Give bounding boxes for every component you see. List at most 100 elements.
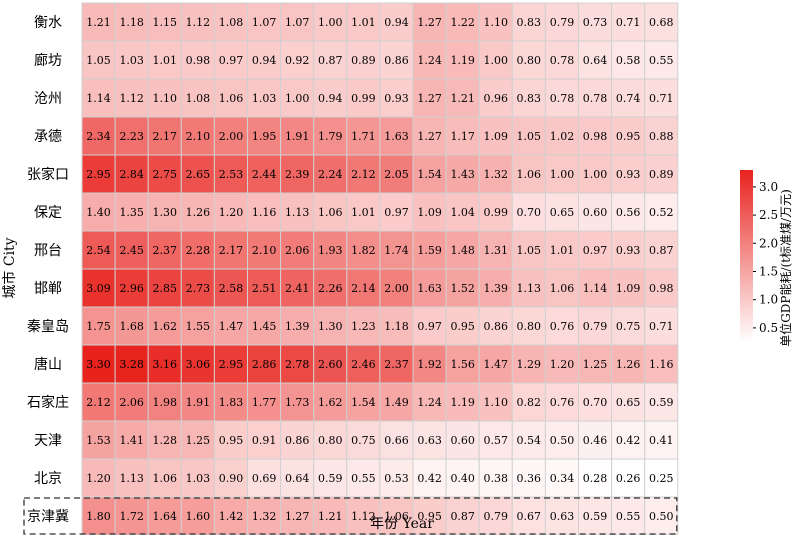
cell-value-label: 2.41 xyxy=(285,282,310,295)
cell-value-label: 1.41 xyxy=(119,434,144,447)
cell-value-label: 1.62 xyxy=(153,320,178,333)
cell-value-label: 0.80 xyxy=(517,320,542,333)
cell-value-label: 1.27 xyxy=(285,510,310,523)
cell-value-label: 1.05 xyxy=(86,54,111,67)
heatmap-cell xyxy=(81,268,116,308)
cell-value-label: 0.69 xyxy=(252,472,277,485)
heatmap-cell xyxy=(478,116,513,156)
cell-value-label: 1.08 xyxy=(219,16,244,29)
heatmap-cell xyxy=(511,458,546,498)
heatmap-cell xyxy=(544,154,580,194)
cell-value-label: 0.38 xyxy=(484,472,509,485)
cell-value-label: 1.00 xyxy=(484,54,509,67)
cell-value-label: 1.79 xyxy=(318,130,343,143)
heatmap-cell xyxy=(445,2,480,42)
cell-value-label: 1.47 xyxy=(484,358,509,371)
cell-value-label: 1.00 xyxy=(285,92,310,105)
colorbar-gradient xyxy=(740,170,753,342)
cell-value-label: 1.00 xyxy=(583,168,608,181)
heatmap-cell xyxy=(511,420,546,460)
cell-value-label: 2.78 xyxy=(285,358,310,371)
cell-value-label: 2.00 xyxy=(384,282,409,295)
heatmap-cell xyxy=(511,344,546,384)
heatmap-cell xyxy=(644,78,679,118)
cell-value-label: 1.09 xyxy=(484,130,509,143)
cell-value-label: 1.32 xyxy=(484,168,509,181)
cell-value-label: 0.65 xyxy=(616,396,641,409)
cell-value-label: 0.70 xyxy=(517,206,542,219)
heatmap-cell xyxy=(147,268,182,308)
cell-value-label: 0.54 xyxy=(517,434,542,447)
cell-value-label: 0.94 xyxy=(252,54,277,67)
colorbar: 0.5 1.0 1.5 2.0 2.5 3.0 单位GDP能耗/(t标准煤/万元) xyxy=(740,170,793,347)
cell-value-label: 0.98 xyxy=(186,54,211,67)
cell-value-label: 1.53 xyxy=(86,434,111,447)
heatmap-cell xyxy=(544,192,580,232)
heatmap-cell xyxy=(611,78,646,118)
cell-value-label: 0.79 xyxy=(583,320,608,333)
heatmap-cell xyxy=(412,344,447,384)
cell-value-label: 1.71 xyxy=(351,130,376,143)
cell-value-label: 1.18 xyxy=(119,16,144,29)
heatmap-cell xyxy=(445,496,480,535)
heatmap-cell xyxy=(180,306,215,346)
city-label: 邯郸 xyxy=(34,281,62,297)
heatmap-cell xyxy=(313,192,348,232)
cell-value-label: 2.10 xyxy=(186,130,211,143)
heatmap-cell xyxy=(247,306,282,346)
cell-value-label: 0.94 xyxy=(384,16,409,29)
cell-value-label: 1.05 xyxy=(517,244,542,257)
heatmap-cell xyxy=(544,230,580,270)
heatmap-cell xyxy=(81,78,116,118)
heatmap-cell xyxy=(478,154,513,194)
cell-value-label: 1.92 xyxy=(417,358,442,371)
cell-value-label: 2.28 xyxy=(186,244,211,257)
cell-value-label: 1.16 xyxy=(649,358,674,371)
cell-value-label: 1.12 xyxy=(186,16,211,29)
cell-value-label: 1.74 xyxy=(384,244,409,257)
cell-value-label: 1.35 xyxy=(119,206,144,219)
cell-value-label: 0.60 xyxy=(583,206,608,219)
cell-value-label: 0.92 xyxy=(285,54,310,67)
heatmap-cell xyxy=(445,230,480,270)
cell-value-label: 1.19 xyxy=(450,396,475,409)
highlight-box xyxy=(23,497,678,535)
cell-value-label: 0.58 xyxy=(616,54,641,67)
cell-value-label: 1.82 xyxy=(351,244,376,257)
heatmap-cell xyxy=(478,192,513,232)
heatmap-cell xyxy=(280,192,315,232)
cell-value-label: 2.75 xyxy=(153,168,178,181)
x-axis-title: 年份 Year xyxy=(370,516,434,532)
cell-value-label: 2.58 xyxy=(219,282,244,295)
cell-value-label: 1.45 xyxy=(252,320,277,333)
heatmap-cell xyxy=(346,154,381,194)
heatmap-cell xyxy=(611,382,646,422)
cell-value-label: 0.90 xyxy=(219,472,244,485)
city-label: 北京 xyxy=(34,471,62,487)
cell-value-label: 0.71 xyxy=(649,320,674,333)
heatmap-cell xyxy=(379,154,414,194)
cell-value-label: 1.63 xyxy=(384,130,409,143)
cell-value-label: 0.96 xyxy=(484,92,509,105)
cell-value-label: 0.76 xyxy=(550,396,575,409)
heatmap-cell xyxy=(412,382,447,422)
heatmap-cell xyxy=(445,116,480,156)
cell-value-label: 1.27 xyxy=(417,130,442,143)
cell-value-label: 1.52 xyxy=(450,282,475,295)
heatmap-cell xyxy=(81,154,116,194)
heatmap-cell xyxy=(578,382,613,422)
heatmap-cell xyxy=(180,496,215,535)
cell-value-label: 1.10 xyxy=(484,396,509,409)
cell-value-label: 1.25 xyxy=(186,434,211,447)
cell-value-label: 0.63 xyxy=(550,510,575,523)
heatmap-cell xyxy=(213,496,248,535)
cell-value-label: 1.12 xyxy=(351,510,376,523)
cell-value-label: 1.10 xyxy=(153,92,178,105)
cell-value-label: 0.59 xyxy=(583,510,608,523)
cell-value-label: 2.12 xyxy=(351,168,376,181)
heatmap-cell xyxy=(611,496,646,535)
cell-value-label: 2.73 xyxy=(186,282,211,295)
heatmap-cell xyxy=(147,306,182,346)
heatmap-cell xyxy=(445,192,480,232)
heatmap-cell xyxy=(544,382,580,422)
